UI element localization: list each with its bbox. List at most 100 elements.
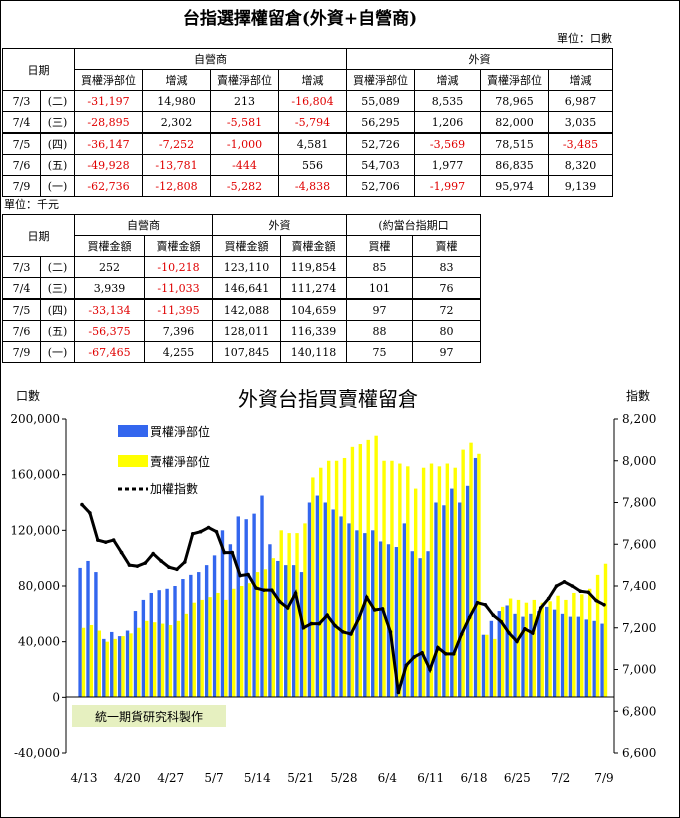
- bar-put: [137, 627, 141, 698]
- table-cell: 52,706: [346, 175, 415, 197]
- table-row: 7/4 (三) -28,895 2,302 -5,581 -5,794 56,295 1,20…: [2, 111, 613, 134]
- bar-put: [89, 624, 94, 698]
- table-cell: -13,781: [142, 154, 211, 176]
- table-cell: 78,965: [480, 90, 549, 112]
- bar-call: [505, 605, 509, 698]
- bar-call: [181, 579, 185, 698]
- bar-put: [113, 638, 117, 698]
- bar-call: [568, 616, 573, 698]
- table-cell: -62,736: [74, 175, 143, 197]
- bar-put: [160, 623, 165, 698]
- bar-call: [410, 551, 414, 698]
- index-point: [293, 591, 298, 596]
- table-cell: 140,118: [280, 341, 347, 363]
- bar-put: [232, 588, 236, 698]
- bar-put: [524, 602, 529, 698]
- right-tick-label: 7,600: [622, 537, 656, 551]
- right-tick-label: 7,200: [622, 621, 656, 635]
- bar-call: [552, 609, 557, 698]
- index-point: [444, 652, 448, 656]
- left-tick-label: 120,000: [10, 523, 60, 537]
- bar-call: [331, 509, 335, 698]
- bar-call: [489, 620, 494, 698]
- bar-call: [307, 502, 312, 698]
- bar-put: [224, 599, 228, 698]
- bar-call: [94, 572, 98, 698]
- index-point: [270, 588, 274, 592]
- x-tick-label: 7/9: [594, 771, 613, 785]
- bar-put: [485, 634, 489, 698]
- table-cell: 86,835: [480, 154, 549, 176]
- legend-label-call: 買權淨部位: [150, 424, 210, 439]
- bar-call: [584, 619, 588, 698]
- row-date: 7/9: [2, 175, 41, 197]
- table-cell: -28,895: [74, 111, 143, 134]
- index-point: [230, 550, 235, 555]
- bar-call: [513, 613, 517, 698]
- row-weekday: (一): [40, 175, 75, 197]
- bar-put: [493, 638, 497, 698]
- index-point: [475, 600, 480, 605]
- group-header-foreign: 外資: [212, 214, 347, 236]
- row-weekday: (二): [40, 90, 75, 112]
- table2-unit: 單位：千元: [4, 198, 59, 211]
- index-point: [88, 511, 92, 515]
- x-tick-label: 6/4: [378, 771, 398, 785]
- bar-call: [560, 613, 565, 698]
- bar-put: [334, 460, 339, 698]
- bar-call: [592, 620, 596, 698]
- row-weekday: (五): [40, 320, 75, 342]
- group-header-dealer: 自營商: [74, 214, 213, 236]
- bar-put: [208, 597, 212, 698]
- index-point: [554, 584, 559, 588]
- x-tick-label: 5/21: [287, 771, 314, 785]
- index-point: [546, 596, 551, 601]
- bar-put: [453, 467, 457, 698]
- row-weekday: (四): [40, 298, 75, 321]
- bar-put: [342, 457, 347, 698]
- chart: 口數 指數 外資台指買賣權留倉 -40,000 0 40,000 80,000 120,…: [10, 387, 656, 785]
- bar-call: [276, 560, 280, 698]
- table-cell: 104,659: [280, 298, 347, 321]
- index-point: [309, 621, 314, 626]
- bar-put: [263, 569, 268, 698]
- index-point: [412, 655, 416, 659]
- bar-call: [497, 611, 501, 698]
- bar-put: [81, 627, 86, 698]
- bar-put: [572, 592, 576, 698]
- bar-call: [110, 631, 114, 698]
- table-cell: 6,987: [548, 90, 613, 112]
- group-header-foreign: 外資: [346, 48, 613, 70]
- index-point: [388, 630, 393, 634]
- table1-col-header: 增減: [142, 69, 211, 91]
- bar-call: [339, 516, 343, 698]
- row-weekday: (一): [40, 341, 75, 363]
- bar-call: [529, 613, 533, 698]
- bar-call: [204, 565, 209, 698]
- bar-call: [228, 544, 233, 698]
- index-point: [594, 598, 598, 603]
- index-point: [198, 529, 203, 534]
- table-cell: 97: [411, 341, 482, 363]
- bar-call: [197, 572, 201, 698]
- bar-put: [437, 466, 442, 698]
- bar-call: [157, 590, 161, 698]
- index-point: [467, 615, 472, 620]
- right-tick-label: 8,200: [622, 412, 656, 426]
- table-cell: -36,147: [74, 132, 143, 155]
- bar-call: [252, 513, 256, 698]
- table-row: 7/4 (三) 3,939 -11,033 146,641 111,274 101 76: [2, 277, 482, 300]
- bar-put: [247, 583, 252, 698]
- left-axis-label: 口數: [16, 389, 40, 403]
- x-tick-label: 6/18: [461, 771, 488, 785]
- index-point: [325, 613, 329, 618]
- index-point: [357, 616, 361, 621]
- index-point: [175, 567, 179, 572]
- bar-call: [434, 502, 438, 698]
- index-point: [491, 613, 496, 618]
- index-point: [602, 602, 606, 607]
- table-cell: -444: [210, 154, 279, 176]
- table-row: 7/3 (二) 252 -10,218 123,110 119,854 85 83: [2, 256, 482, 278]
- bar-put: [548, 601, 552, 698]
- index-point: [143, 561, 148, 565]
